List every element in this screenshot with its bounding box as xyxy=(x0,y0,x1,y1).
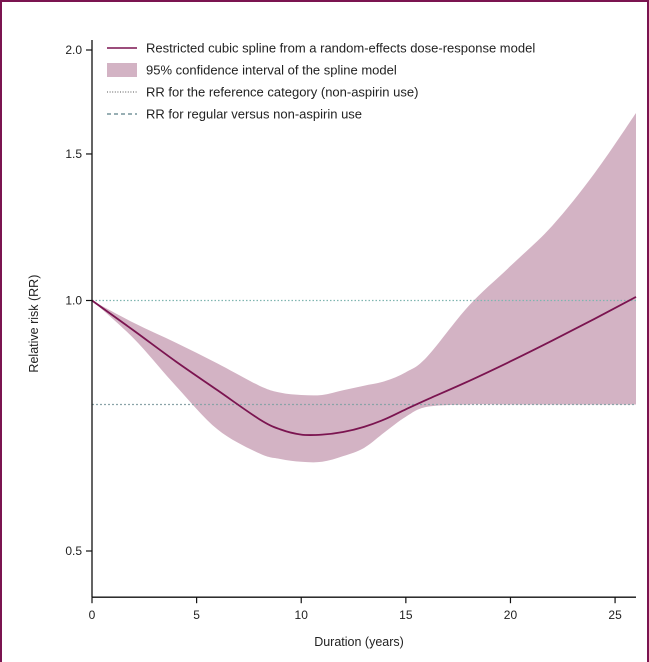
y-tick-label: 1.0 xyxy=(65,294,82,308)
legend: Restricted cubic spline from a random-ef… xyxy=(107,41,535,122)
axes: 0.5 1.0 1.5 2.0 0 5 10 15 20 25 Duration (years) Re… xyxy=(27,40,636,649)
y-tick-label: 1.5 xyxy=(65,147,82,161)
x-tick-label: 15 xyxy=(399,608,413,622)
y-axis-title: Relative risk (RR) xyxy=(27,275,41,373)
legend-swatch-ci xyxy=(107,63,137,77)
reference-lines-layer xyxy=(92,299,636,406)
x-tick-label: 10 xyxy=(295,608,309,622)
x-tick-label: 5 xyxy=(193,608,200,622)
y-tick-label: 0.5 xyxy=(65,544,82,558)
confidence-band xyxy=(92,113,636,463)
x-axis-title: Duration (years) xyxy=(314,635,404,649)
y-tick-label: 2.0 xyxy=(65,43,82,57)
confidence-band-layer xyxy=(92,113,636,463)
x-tick-label: 0 xyxy=(89,608,96,622)
legend-label: Restricted cubic spline from a random-ef… xyxy=(146,41,535,56)
x-tick-label: 20 xyxy=(504,608,518,622)
legend-label: 95% confidence interval of the spline mo… xyxy=(146,63,397,78)
legend-label: RR for regular versus non-aspirin use xyxy=(146,107,362,122)
spline-line-layer xyxy=(91,296,637,436)
spline-line xyxy=(91,296,637,436)
legend-label: RR for the reference category (non-aspir… xyxy=(146,85,418,100)
x-tick-label: 25 xyxy=(608,608,622,622)
